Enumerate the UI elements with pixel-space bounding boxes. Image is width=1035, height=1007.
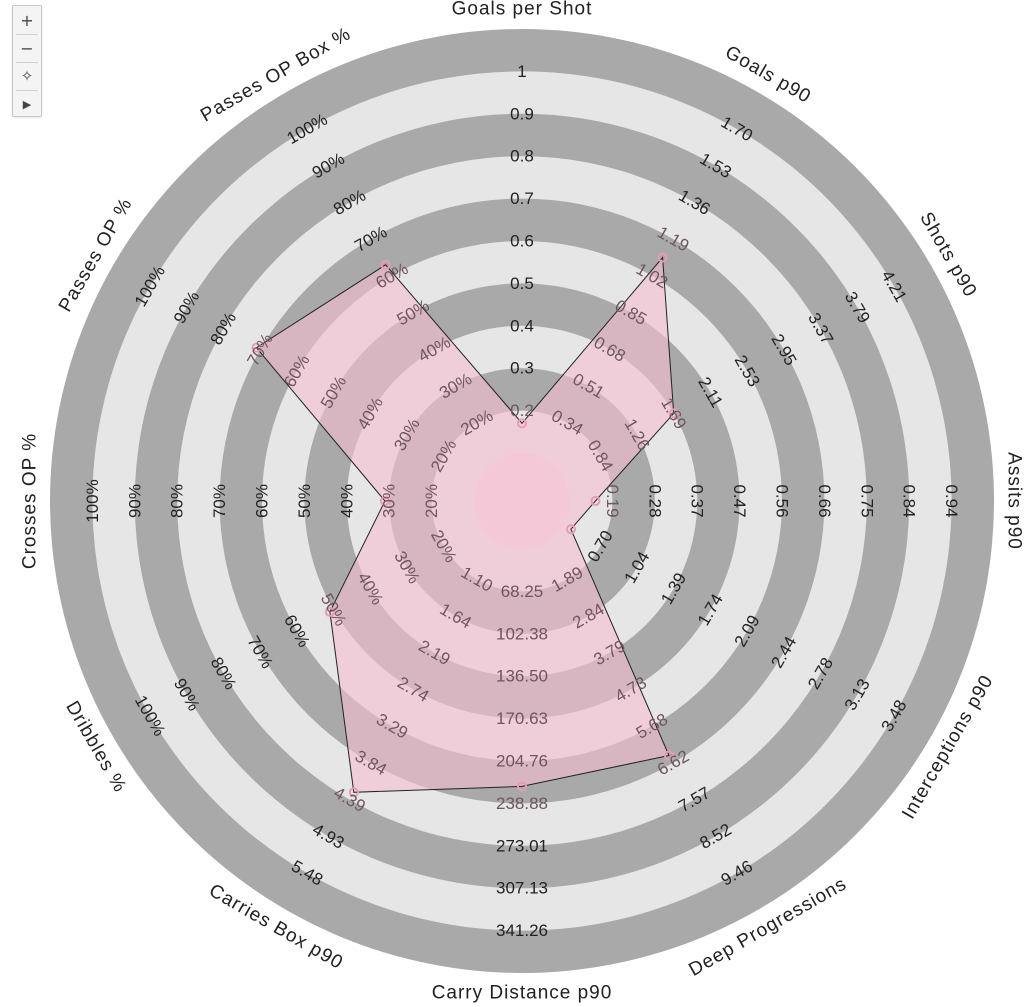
radar-data-point[interactable] [663, 750, 674, 761]
play-icon: ▶ [22, 97, 32, 111]
radar-tick-label: 40% [337, 484, 356, 518]
radar-tick-label: 90% [125, 484, 144, 518]
radar-tick-label: 100% [83, 479, 102, 522]
radar-tick-label: 70% [210, 484, 229, 518]
radar-tick-label: 0.84 [900, 484, 919, 517]
radar-data-point[interactable] [590, 496, 601, 506]
radar-tick-label: 50% [295, 484, 314, 518]
radar-tick-label: 68.25 [501, 582, 544, 601]
radar-tick-label: 0.56 [773, 484, 792, 517]
radar-tick-label: 80% [168, 484, 187, 518]
radar-tick-label: 0.3 [510, 359, 534, 378]
clear-selection-button[interactable]: ✧ [13, 64, 41, 88]
radar-tick-label: 307.13 [496, 879, 548, 898]
radar-axis-name: Carry Distance p90 [432, 983, 613, 1004]
radar-tick-label: 20% [422, 484, 441, 518]
radar-tick-label: 136.50 [496, 667, 548, 686]
radar-tick-label: 204.76 [496, 752, 548, 771]
radar-tick-label: 0.9 [510, 104, 534, 123]
radar-tick-label: 0.94 [942, 484, 961, 517]
chart-toolbar: + − ✧ ▶ [12, 5, 42, 117]
radar-tick-label: 0.7 [510, 189, 534, 208]
radar-tick-label: 0.6 [510, 232, 534, 251]
radar-tick-label: 60% [253, 484, 272, 518]
radar-tick-label: 30% [380, 484, 399, 518]
radar-tick-label: 0.5 [510, 274, 534, 293]
radar-tick-label: 238.88 [496, 794, 548, 813]
radar-data-layer [251, 252, 679, 798]
radar-tick-label: 1 [517, 62, 526, 81]
radar-tick-label: 0.8 [510, 147, 534, 166]
radar-tick-label: 273.01 [496, 836, 548, 855]
radar-tick-label: 0.28 [645, 484, 664, 517]
radar-axis-name: Crosses OP % [20, 433, 41, 569]
radar-tick-label: 0.37 [688, 484, 707, 517]
toolbar-divider [16, 34, 38, 35]
radar-tick-label: 0.4 [510, 316, 534, 335]
radar-tick-label: 0.66 [815, 484, 834, 517]
radar-tick-label: 0.75 [857, 484, 876, 517]
radar-data-point[interactable] [348, 787, 359, 798]
radar-data-polygon [255, 256, 675, 793]
radar-data-point[interactable] [668, 408, 679, 419]
toolbar-divider [16, 62, 38, 63]
radar-data-point[interactable] [379, 496, 390, 506]
zoom-out-button[interactable]: − [20, 38, 34, 58]
radar-data-point[interactable] [324, 606, 335, 617]
radar-tick-label: 0.47 [730, 484, 749, 517]
radar-data-point[interactable] [251, 342, 262, 353]
radar-tick-label: 0.19 [603, 484, 622, 517]
radar-tick-label: 341.26 [496, 921, 548, 940]
clear-selection-icon: ✧ [20, 67, 34, 85]
radar-axis-name: Goals per Shot [452, 0, 593, 20]
radar-data-point[interactable] [517, 781, 527, 792]
radar-data-point[interactable] [517, 418, 527, 429]
toolbar-divider [16, 90, 38, 91]
radar-data-point[interactable] [380, 259, 391, 270]
radar-axis-name: Assits p90 [1004, 452, 1025, 550]
radar-tick-label: 170.63 [496, 709, 548, 728]
radar-tick-label: 102.38 [496, 624, 548, 643]
radar-data-point[interactable] [565, 524, 576, 535]
radar-data-point[interactable] [657, 252, 668, 263]
play-button[interactable]: ▶ [13, 92, 41, 116]
radar-tick-label: 0.2 [510, 401, 534, 420]
zoom-in-button[interactable]: + [20, 10, 34, 30]
